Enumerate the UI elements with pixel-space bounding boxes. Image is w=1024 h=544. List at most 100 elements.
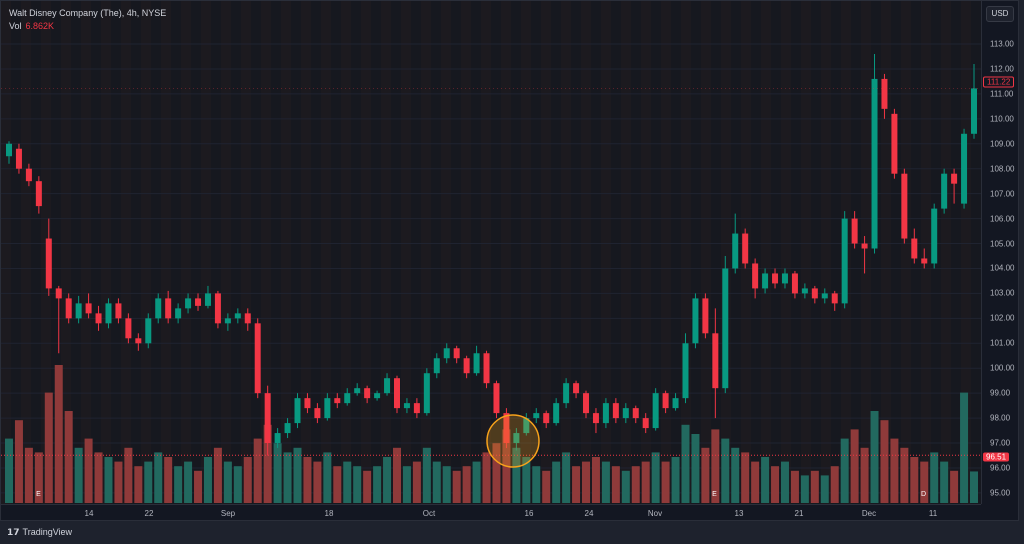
- volume-bar: [920, 461, 929, 503]
- candle-body: [105, 303, 112, 324]
- volume-bar: [392, 447, 401, 503]
- price-tick: 107.00: [990, 189, 1015, 199]
- candle-body: [264, 393, 271, 444]
- candle-body: [523, 418, 530, 434]
- candle-body: [622, 408, 629, 419]
- volume-bar: [253, 438, 262, 503]
- volume-bar: [422, 447, 431, 503]
- tradingview-logo-icon: 𝟭𝟳: [7, 527, 20, 537]
- volume-bar: [343, 461, 352, 503]
- chart-legend: Walt Disney Company (The), 4h, NYSE Vol 6…: [9, 7, 166, 33]
- annotation-circle: [486, 414, 540, 468]
- volume-bar: [860, 447, 869, 503]
- candle-body: [563, 383, 570, 404]
- volume-bar: [552, 461, 561, 503]
- volume-bar: [363, 470, 372, 503]
- price-axis[interactable]: 113.00 112.00 111.00 110.00 109.00 108.00 107.…: [981, 1, 1020, 504]
- volume-bar: [591, 457, 600, 503]
- candle-body: [195, 298, 202, 306]
- volume-bar: [711, 429, 720, 503]
- candle-body: [45, 238, 52, 289]
- volume-bar: [154, 452, 163, 503]
- price-tick: 111.00: [990, 89, 1014, 99]
- candle-body: [831, 293, 838, 304]
- volume-bar: [611, 466, 620, 503]
- volume-bar: [412, 461, 421, 503]
- candle-body: [85, 303, 92, 314]
- candle-body: [55, 288, 62, 299]
- candle-body: [274, 433, 281, 444]
- volume-bar: [213, 447, 222, 503]
- candle-body: [364, 388, 371, 399]
- time-axis[interactable]: 14 22 Sep 18 Oct 16 24 Nov 13 21 Dec 11: [1, 504, 981, 522]
- volume-bar: [790, 470, 799, 503]
- time-label: Nov: [647, 509, 663, 518]
- candlestick-chart[interactable]: [1, 1, 981, 504]
- volume-bar: [661, 461, 670, 503]
- candle-body: [722, 268, 729, 389]
- volume-bar: [402, 466, 411, 503]
- plot-area[interactable]: Walt Disney Company (The), 4h, NYSE Vol 6…: [1, 1, 981, 504]
- candle-body: [592, 413, 599, 424]
- symbol-title[interactable]: Walt Disney Company (The), 4h, NYSE: [9, 8, 167, 18]
- volume-bar: [691, 434, 700, 503]
- volume-bar: [542, 470, 551, 503]
- candle-body: [901, 173, 908, 239]
- volume-bar: [900, 447, 909, 503]
- candle-body: [781, 273, 788, 284]
- candle-body: [881, 78, 888, 109]
- volume-bar: [940, 461, 949, 503]
- time-label: 13: [734, 509, 744, 518]
- volume-bar: [233, 466, 242, 503]
- volume-bar: [34, 452, 43, 503]
- candle-body: [443, 348, 450, 359]
- candle-body: [314, 408, 321, 419]
- chart-panel[interactable]: Walt Disney Company (The), 4h, NYSE Vol 6…: [0, 0, 1019, 521]
- candle-body: [483, 353, 490, 384]
- volume-bar: [681, 424, 690, 503]
- earnings-marker-icon[interactable]: E: [712, 491, 717, 498]
- candle-body: [15, 148, 22, 169]
- volume-bar: [751, 461, 760, 503]
- candle-body: [692, 298, 699, 344]
- price-tick: 105.00: [990, 239, 1015, 249]
- volume-bar: [373, 466, 382, 503]
- volume-bar: [353, 466, 362, 503]
- volume-bar: [522, 457, 531, 503]
- price-tick: 97.00: [990, 438, 1011, 448]
- candle-body: [811, 288, 818, 299]
- candle-body: [632, 408, 639, 419]
- volume-bar: [5, 438, 13, 503]
- candle-body: [732, 233, 739, 269]
- dividend-marker-icon[interactable]: D: [920, 491, 927, 498]
- candle-body: [533, 413, 540, 419]
- candle-body: [851, 218, 858, 244]
- currency-button[interactable]: USD: [986, 6, 1014, 22]
- candle-body: [35, 181, 42, 207]
- volume-bar: [124, 447, 133, 503]
- price-tick: 110.00: [990, 114, 1014, 124]
- candle-body: [742, 233, 749, 264]
- earnings-marker-icon[interactable]: E: [36, 491, 41, 498]
- volume-bar: [970, 471, 978, 503]
- candle-body: [791, 273, 798, 294]
- time-label: 24: [584, 509, 594, 518]
- volume-bar: [174, 466, 183, 503]
- candle-body: [752, 263, 759, 289]
- volume-bar: [74, 447, 83, 503]
- time-label: 16: [524, 509, 534, 518]
- time-label: 21: [794, 509, 804, 518]
- candle-body: [602, 403, 609, 424]
- candle-body: [453, 348, 460, 359]
- volume-bar: [800, 475, 809, 503]
- volume-bar: [651, 452, 660, 503]
- volume-bar: [601, 461, 610, 503]
- volume-bar: [671, 457, 680, 503]
- volume-bar: [223, 461, 232, 503]
- candle-body: [712, 333, 719, 389]
- volume-bar: [24, 447, 33, 503]
- volume-bar: [114, 461, 123, 503]
- candle-body: [234, 313, 241, 319]
- tradingview-logo[interactable]: 𝟭𝟳 TradingView: [7, 527, 72, 538]
- price-tick: 102.00: [990, 313, 1015, 323]
